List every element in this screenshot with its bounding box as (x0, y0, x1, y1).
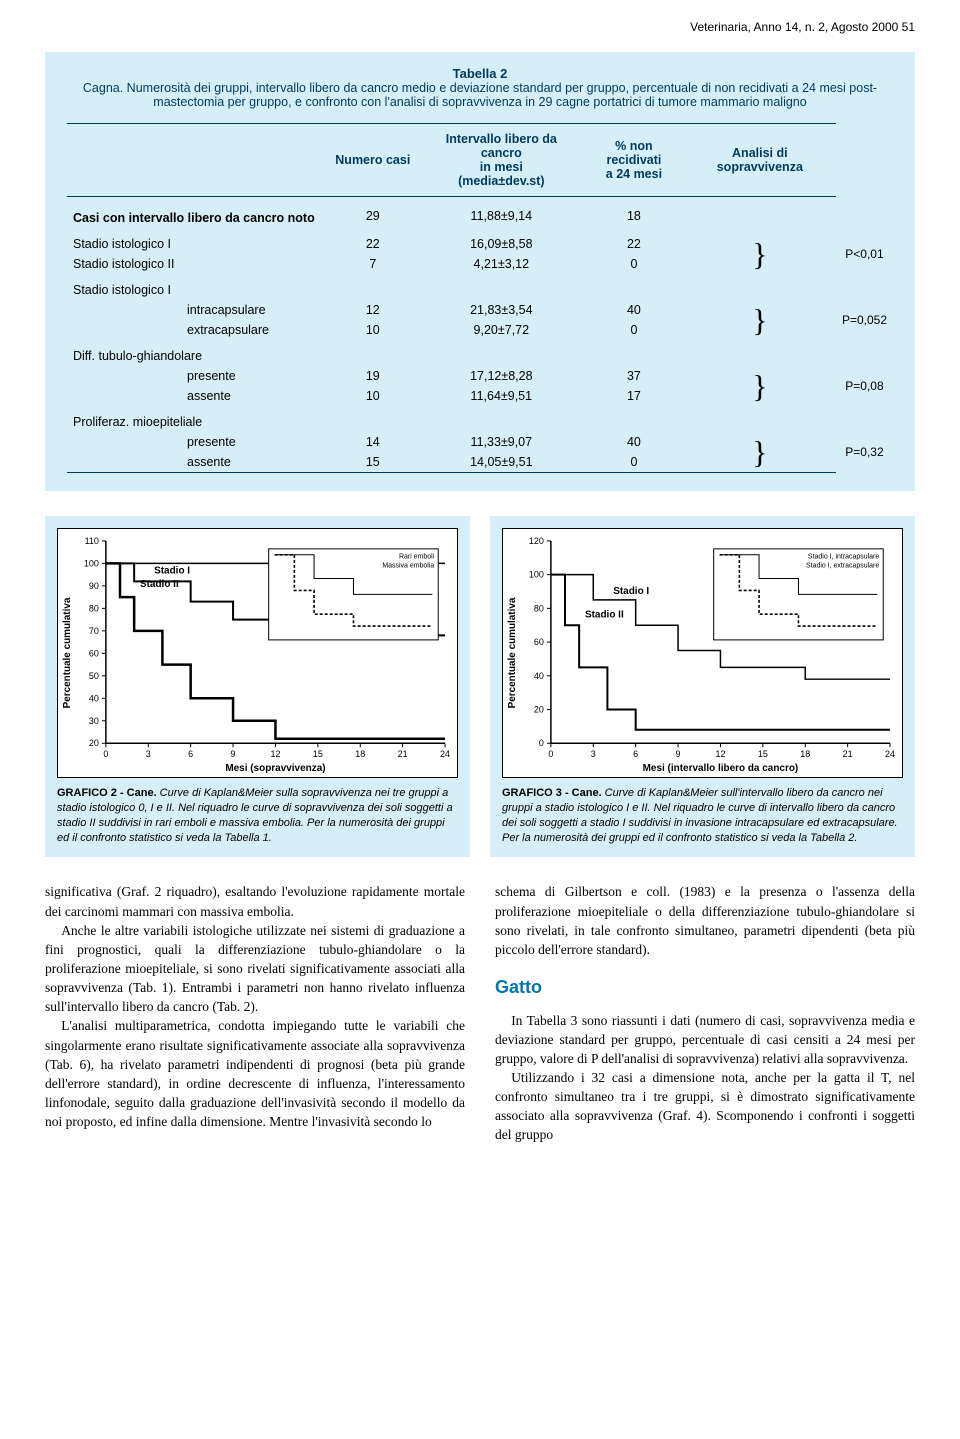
table-row: intracapsulare 12 21,83±3,54 40 } P=0,05… (67, 300, 893, 320)
svg-text:80: 80 (534, 603, 544, 613)
table2-title: Tabella 2 (67, 66, 893, 81)
body-columns: significativa (Graf. 2 riquadro), esalta… (45, 882, 915, 1144)
svg-text:Percentuale cumulativa: Percentuale cumulativa (62, 597, 73, 708)
svg-text:50: 50 (89, 671, 99, 681)
svg-text:90: 90 (89, 581, 99, 591)
svg-text:Rari emboli: Rari emboli (399, 554, 435, 561)
svg-text:24: 24 (440, 749, 450, 759)
table-row: Stadio istologico I 22 16,09±8,58 22 } P… (67, 234, 893, 254)
svg-text:120: 120 (529, 536, 544, 546)
table-row: presente 19 17,12±8,28 37 } P=0,08 (67, 366, 893, 386)
svg-text:110: 110 (85, 536, 99, 546)
svg-text:60: 60 (534, 637, 544, 647)
chart-3-caption: GRAFICO 3 - Cane. Curve di Kaplan&Meier … (502, 786, 903, 845)
svg-text:0: 0 (539, 738, 544, 748)
svg-text:100: 100 (529, 570, 544, 580)
chart-3-panel: 0 3 6 9 12 15 18 21 24 0 20 40 60 80 100 120 Percentuale… (490, 516, 915, 857)
body-para: schema di Gilbertson e coll. (1983) e la… (495, 882, 915, 959)
svg-text:Stadio I: Stadio I (154, 565, 190, 576)
svg-text:12: 12 (270, 749, 280, 759)
body-col-left: significativa (Graf. 2 riquadro), esalta… (45, 882, 465, 1144)
th-analysis: Analisi di sopravvivenza (684, 124, 836, 197)
svg-text:30: 30 (89, 716, 99, 726)
svg-text:18: 18 (355, 749, 365, 759)
table-row: Casi con intervallo libero da cancro not… (67, 203, 893, 228)
svg-text:12: 12 (715, 749, 725, 759)
running-head: Veterinaria, Anno 14, n. 2, Agosto 2000 … (45, 20, 915, 34)
svg-text:21: 21 (843, 749, 853, 759)
svg-text:9: 9 (676, 749, 681, 759)
table-2: Tabella 2 Cagna. Numerosità dei gruppi, … (45, 52, 915, 491)
svg-text:6: 6 (633, 749, 638, 759)
th-n: Numero casi (327, 124, 418, 197)
svg-text:6: 6 (188, 749, 193, 759)
svg-text:3: 3 (591, 749, 596, 759)
svg-text:Mesi (intervallo libero da can: Mesi (intervallo libero da cancro) (643, 763, 799, 774)
svg-text:Stadio II: Stadio II (585, 609, 624, 620)
svg-text:70: 70 (89, 626, 99, 636)
svg-text:20: 20 (534, 705, 544, 715)
chart-2-caption: GRAFICO 2 - Cane. Curve di Kaplan&Meier … (57, 786, 458, 845)
body-para: Utilizzando i 32 casi a dimensione nota,… (495, 1068, 915, 1145)
table2-subtitle: Cagna. Numerosità dei gruppi, intervallo… (67, 81, 893, 109)
table-section: Proliferaz. mioepiteliale (67, 412, 327, 432)
th-interval: Intervallo libero da cancro in mesi (med… (419, 124, 585, 197)
svg-text:Massiva embolia: Massiva embolia (382, 563, 434, 570)
table-section: Stadio istologico I (67, 280, 327, 300)
svg-text:0: 0 (103, 749, 108, 759)
chart-2-panel: 0 3 6 9 12 15 18 21 24 20 30 40 50 60 70 80 90 100 110 Perc… (45, 516, 470, 857)
body-para: In Tabella 3 sono riassunti i dati (nume… (495, 1011, 915, 1068)
svg-text:9: 9 (231, 749, 236, 759)
table-section: Diff. tubulo-ghiandolare (67, 346, 327, 366)
body-para: L'analisi multiparametrica, condotta imp… (45, 1016, 465, 1131)
body-col-right: schema di Gilbertson e coll. (1983) e la… (495, 882, 915, 1144)
svg-text:3: 3 (146, 749, 151, 759)
chart-3: 0 3 6 9 12 15 18 21 24 0 20 40 60 80 100 120 Percentuale… (502, 528, 903, 778)
svg-text:Percentuale cumulativa: Percentuale cumulativa (507, 597, 518, 708)
svg-text:18: 18 (800, 749, 810, 759)
th-pct: % non recidivati a 24 mesi (584, 124, 684, 197)
svg-text:Stadio I, extracapsulare: Stadio I, extracapsulare (806, 563, 879, 570)
section-heading-gatto: Gatto (495, 975, 915, 1001)
svg-text:Stadio I: Stadio I (613, 586, 649, 597)
svg-text:80: 80 (89, 603, 99, 613)
svg-text:Stadio II: Stadio II (140, 579, 179, 590)
svg-text:20: 20 (89, 738, 99, 748)
table2-grid: Numero casi Intervallo libero da cancro … (67, 123, 893, 473)
svg-text:100: 100 (84, 558, 99, 568)
chart-row: 036912151821242030405060708090100110Perc… (45, 516, 915, 857)
svg-text:15: 15 (758, 749, 768, 759)
svg-text:40: 40 (89, 693, 99, 703)
svg-text:15: 15 (313, 749, 323, 759)
body-para: Anche le altre variabili istologiche uti… (45, 921, 465, 1017)
svg-text:0: 0 (548, 749, 553, 759)
svg-text:40: 40 (534, 671, 544, 681)
table-row: presente 14 11,33±9,07 40 } P=0,32 (67, 432, 893, 452)
svg-text:Mesi (sopravvivenza): Mesi (sopravvivenza) (225, 763, 325, 774)
chart-2: 0 3 6 9 12 15 18 21 24 20 30 40 50 60 70 80 90 100 110 Perc… (57, 528, 458, 778)
svg-text:21: 21 (398, 749, 408, 759)
body-para: significativa (Graf. 2 riquadro), esalta… (45, 882, 465, 920)
svg-text:60: 60 (89, 648, 99, 658)
svg-text:Stadio I, intracapsulare: Stadio I, intracapsulare (808, 554, 879, 561)
svg-text:24: 24 (885, 749, 895, 759)
